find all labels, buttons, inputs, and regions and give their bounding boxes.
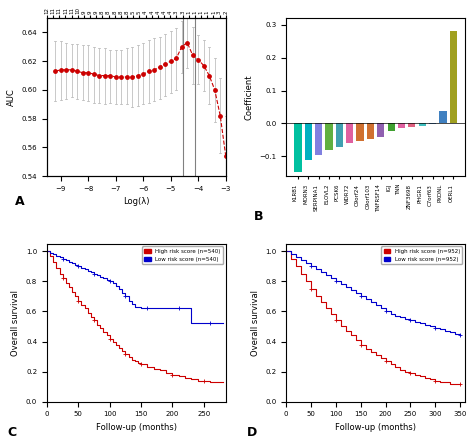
High risk score (n=952) xyxy=(333,318,339,323)
Point xyxy=(173,55,180,62)
Bar xyxy=(294,124,301,172)
Low risk score (n=540) xyxy=(85,267,91,272)
Low risk score (n=540) xyxy=(85,268,91,273)
Text: A: A xyxy=(15,194,25,207)
Low risk score (n=540) xyxy=(44,248,50,254)
Point xyxy=(222,153,229,160)
Point xyxy=(217,112,224,120)
Point xyxy=(128,74,136,81)
High risk score (n=952) xyxy=(447,381,453,386)
High risk score (n=540) xyxy=(75,293,81,299)
Point xyxy=(118,74,125,81)
Point xyxy=(145,68,153,75)
Low risk score (n=952) xyxy=(283,248,289,254)
Text: C: C xyxy=(8,426,17,439)
Low risk score (n=540) xyxy=(220,321,226,326)
Point xyxy=(178,43,185,50)
Y-axis label: Coefficient: Coefficient xyxy=(245,74,254,120)
Low risk score (n=540) xyxy=(66,259,72,264)
Point xyxy=(139,70,147,78)
High risk score (n=540) xyxy=(44,248,50,254)
Bar xyxy=(439,111,447,124)
Point xyxy=(200,62,208,69)
Y-axis label: Overall survival: Overall survival xyxy=(251,290,260,356)
Point xyxy=(134,72,142,79)
Point xyxy=(63,66,70,74)
High risk score (n=952) xyxy=(288,256,294,261)
Point xyxy=(57,66,64,74)
Point xyxy=(167,58,174,65)
High risk score (n=952) xyxy=(368,349,374,355)
Point xyxy=(95,72,103,79)
Point xyxy=(84,69,92,76)
Bar xyxy=(326,124,333,150)
Point xyxy=(156,63,164,70)
Bar xyxy=(305,124,312,161)
Point xyxy=(150,66,158,74)
Line: Low risk score (n=540): Low risk score (n=540) xyxy=(47,251,223,323)
High risk score (n=540) xyxy=(85,306,91,311)
Point xyxy=(205,72,213,79)
Point xyxy=(112,74,119,81)
Bar xyxy=(315,124,322,155)
Point xyxy=(79,69,87,76)
High risk score (n=540) xyxy=(220,380,226,385)
High risk score (n=952) xyxy=(452,381,458,386)
Point xyxy=(90,70,98,78)
Bar xyxy=(419,124,426,126)
Low risk score (n=540) xyxy=(188,321,194,326)
X-axis label: Follow-up (months): Follow-up (months) xyxy=(335,423,416,432)
Line: High risk score (n=540): High risk score (n=540) xyxy=(47,251,223,382)
Bar xyxy=(336,124,343,146)
Low risk score (n=952) xyxy=(368,300,374,305)
Point xyxy=(194,56,202,63)
Point xyxy=(123,74,130,81)
Low risk score (n=952) xyxy=(348,288,354,293)
Point xyxy=(68,66,75,74)
High risk score (n=540) xyxy=(170,372,175,377)
X-axis label: Log(λ): Log(λ) xyxy=(123,198,150,206)
Text: D: D xyxy=(247,426,257,439)
Y-axis label: AUC: AUC xyxy=(7,88,16,106)
Point xyxy=(183,39,191,46)
Point xyxy=(73,68,81,75)
Low risk score (n=540) xyxy=(110,280,116,285)
Legend: High risk score (n=540), Low risk score (n=540): High risk score (n=540), Low risk score … xyxy=(142,247,223,264)
Point xyxy=(162,61,169,68)
High risk score (n=540) xyxy=(66,285,72,290)
Point xyxy=(107,72,114,79)
Low risk score (n=952) xyxy=(457,333,463,338)
Bar xyxy=(346,124,353,143)
Bar xyxy=(388,124,395,131)
Point xyxy=(101,72,109,79)
Bar xyxy=(367,124,374,139)
High risk score (n=540) xyxy=(113,339,119,344)
Point xyxy=(52,68,59,75)
Low risk score (n=952) xyxy=(333,279,339,284)
Point xyxy=(211,87,219,94)
Low risk score (n=952) xyxy=(447,330,453,335)
High risk score (n=952) xyxy=(283,248,289,254)
X-axis label: Follow-up (months): Follow-up (months) xyxy=(96,423,177,432)
Text: B: B xyxy=(254,211,264,223)
Line: High risk score (n=952): High risk score (n=952) xyxy=(286,251,460,384)
Y-axis label: Overall survival: Overall survival xyxy=(11,290,20,356)
Legend: High risk score (n=952), Low risk score (n=952): High risk score (n=952), Low risk score … xyxy=(381,247,462,264)
Bar xyxy=(450,31,457,124)
High risk score (n=952) xyxy=(457,381,463,386)
Low risk score (n=952) xyxy=(288,252,294,257)
Bar xyxy=(356,124,364,140)
Point xyxy=(189,52,197,59)
Low risk score (n=540) xyxy=(207,321,213,326)
High risk score (n=540) xyxy=(100,330,106,335)
Bar xyxy=(408,124,416,127)
Low risk score (n=540) xyxy=(91,269,97,275)
High risk score (n=952) xyxy=(388,361,393,367)
Bar xyxy=(377,124,384,136)
Low risk score (n=952) xyxy=(388,312,393,317)
High risk score (n=952) xyxy=(418,372,423,377)
Bar xyxy=(398,124,405,128)
High risk score (n=540) xyxy=(207,380,213,385)
Line: Low risk score (n=952): Low risk score (n=952) xyxy=(286,251,460,335)
